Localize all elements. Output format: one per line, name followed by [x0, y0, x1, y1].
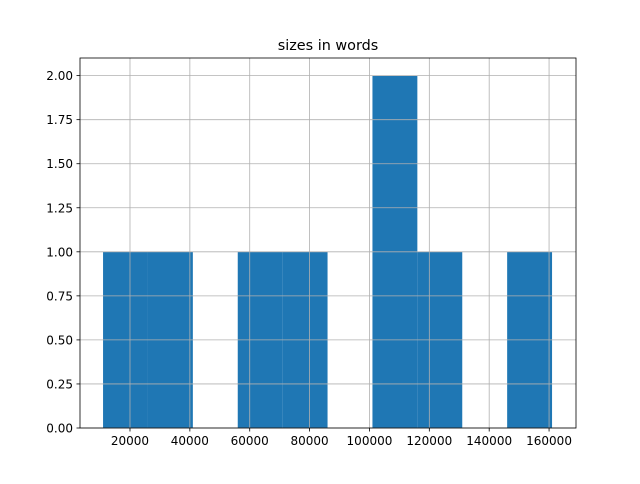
y-tick-label: 1.00: [46, 245, 73, 259]
x-tick-label: 160000: [526, 434, 572, 448]
x-tick-label: 20000: [111, 434, 149, 448]
y-tick-label: 2.00: [46, 69, 73, 83]
y-tick-label: 0.75: [46, 289, 73, 303]
y-tick-label: 1.25: [46, 201, 73, 215]
x-tick-label: 140000: [466, 434, 512, 448]
x-tick-label: 60000: [231, 434, 269, 448]
x-tick-label: 120000: [406, 434, 452, 448]
y-tick-label: 1.50: [46, 157, 73, 171]
x-tick-label: 80000: [290, 434, 328, 448]
y-tick-label: 1.75: [46, 113, 73, 127]
x-tick-label: 40000: [171, 434, 209, 448]
x-tick-label: 100000: [347, 434, 393, 448]
y-tick-label: 0.00: [46, 422, 73, 436]
y-tick-label: 0.50: [46, 333, 73, 347]
y-tick-label: 0.25: [46, 377, 73, 391]
plot-frame: [79, 57, 577, 429]
chart-title: sizes in words: [278, 38, 379, 54]
